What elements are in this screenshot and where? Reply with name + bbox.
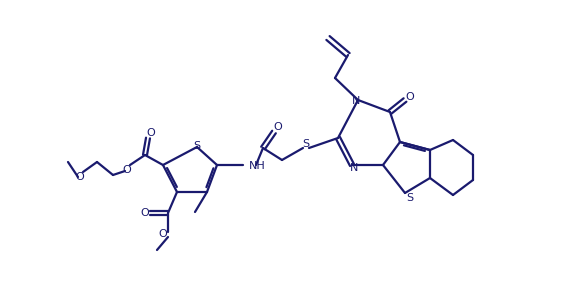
Text: O: O (147, 128, 156, 138)
Text: O: O (122, 165, 131, 175)
Text: S: S (406, 193, 413, 203)
Text: NH: NH (249, 161, 266, 171)
Text: O: O (406, 92, 415, 102)
Text: O: O (159, 229, 167, 239)
Text: O: O (141, 208, 149, 218)
Text: O: O (76, 172, 85, 182)
Text: S: S (194, 141, 201, 151)
Text: O: O (273, 122, 282, 132)
Text: N: N (350, 163, 358, 173)
Text: S: S (303, 139, 310, 149)
Text: N: N (352, 96, 360, 106)
